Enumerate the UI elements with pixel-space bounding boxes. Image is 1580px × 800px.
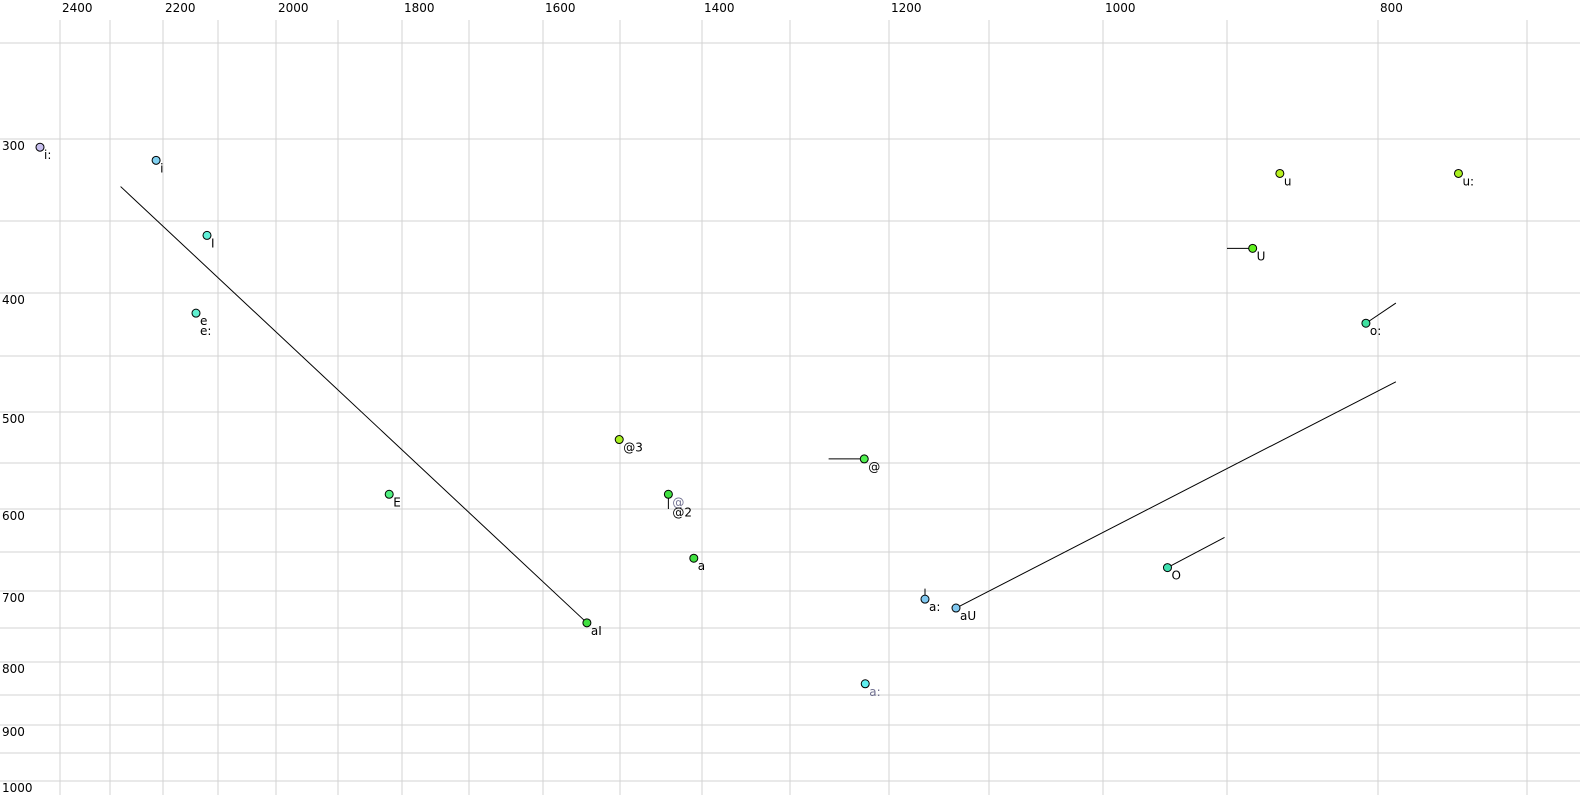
trajectories <box>120 186 1397 624</box>
point-label: I <box>211 236 215 250</box>
data-point <box>663 489 673 499</box>
y-tick-label: 800 <box>2 662 25 676</box>
tick-labels: 2400 2200 2000 1800 1600 1400 1200 1000 800 300 40… <box>2 1 1403 795</box>
data-point <box>951 603 961 613</box>
point-label: a: <box>869 685 880 699</box>
data-point <box>202 230 212 240</box>
y-tick-label: 600 <box>2 509 25 523</box>
data-point <box>384 489 394 499</box>
data-point <box>1275 168 1285 178</box>
point-label: i: <box>44 148 51 162</box>
x-tick-label: 1800 <box>404 1 435 15</box>
y-tick-label: 300 <box>2 139 25 153</box>
trajectory-line <box>1365 302 1397 324</box>
point-label: aI <box>591 624 602 638</box>
y-tick-label: 500 <box>2 412 25 426</box>
point-label: e <box>200 314 207 328</box>
x-tick-label: 1600 <box>545 1 576 15</box>
data-point <box>614 435 624 445</box>
trajectory-line <box>120 186 588 624</box>
point-label: @ <box>868 460 880 474</box>
trajectory-line <box>1167 536 1225 569</box>
y-tick-label: 400 <box>2 293 25 307</box>
data-point <box>151 155 161 165</box>
data-point <box>582 618 592 628</box>
point-label: e: <box>200 324 211 338</box>
x-tick-label: 1000 <box>1105 1 1136 15</box>
y-tick-label: 700 <box>2 591 25 605</box>
point-label: aU <box>960 609 976 623</box>
data-point <box>689 553 699 563</box>
point-label: o: <box>1370 324 1381 338</box>
x-tick-label: 2000 <box>278 1 309 15</box>
point-label: U <box>1257 249 1266 263</box>
y-tick-label: 900 <box>2 725 25 739</box>
data-point <box>920 594 930 604</box>
data-point <box>1453 168 1463 178</box>
x-tick-label: 1400 <box>704 1 735 15</box>
point-label-secondary: @ <box>672 495 684 509</box>
point-label: O <box>1171 569 1180 583</box>
point-label: a: <box>929 600 940 614</box>
x-tick-label: 2400 <box>62 1 93 15</box>
point-label: a <box>698 559 705 573</box>
trajectory-line <box>955 381 1397 609</box>
x-tick-label: 2200 <box>165 1 196 15</box>
data-point <box>859 454 869 464</box>
x-tick-label: 800 <box>1380 1 1403 15</box>
x-tick-label: 1200 <box>891 1 922 15</box>
grid <box>0 20 1580 795</box>
data-point <box>35 142 45 152</box>
data-point <box>191 308 201 318</box>
point-label: E <box>393 495 401 509</box>
point-label: @2 <box>672 505 692 519</box>
data-point <box>1361 318 1371 328</box>
data-point <box>860 679 870 689</box>
data-point <box>1248 243 1258 253</box>
y-tick-label: 1000 <box>2 781 33 795</box>
point-label: @3 <box>623 441 643 455</box>
point-label: u <box>1284 174 1292 188</box>
data-point <box>1162 563 1172 573</box>
point-label: i <box>160 161 163 175</box>
point-label: u: <box>1462 174 1474 188</box>
